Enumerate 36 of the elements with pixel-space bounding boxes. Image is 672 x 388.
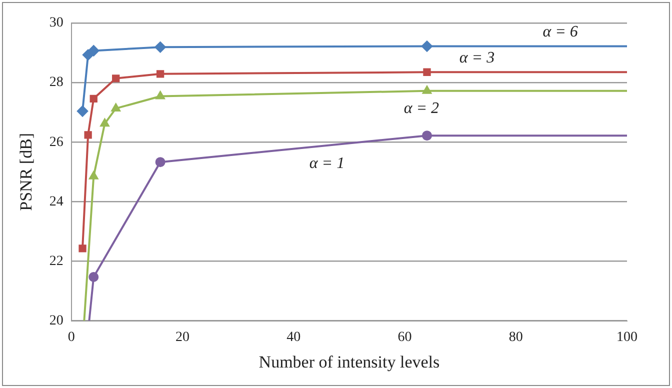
y-tick-label: 30 bbox=[49, 16, 64, 31]
point bbox=[77, 106, 88, 117]
y-tick-label: 28 bbox=[49, 75, 64, 90]
point bbox=[422, 86, 432, 94]
point bbox=[88, 272, 99, 282]
point bbox=[423, 68, 431, 76]
y-axis-title: PSNR [dB] bbox=[16, 132, 36, 211]
x-tick-label: 80 bbox=[508, 330, 523, 345]
point bbox=[422, 130, 432, 141]
point bbox=[112, 74, 120, 82]
point bbox=[78, 244, 86, 252]
y-tick-label: 22 bbox=[49, 254, 64, 269]
point bbox=[100, 118, 110, 127]
point bbox=[156, 91, 165, 100]
series-label: α = 6 bbox=[542, 23, 578, 40]
x-tick-label: 40 bbox=[286, 330, 301, 345]
x-tick-label: 0 bbox=[68, 330, 75, 345]
y-tick-label: 24 bbox=[49, 194, 64, 210]
point bbox=[111, 103, 120, 112]
y-tick-label: 20 bbox=[49, 313, 64, 328]
point bbox=[154, 42, 166, 53]
series-label: α = 2 bbox=[404, 100, 440, 118]
x-tick-label: 20 bbox=[176, 330, 190, 345]
point bbox=[88, 45, 100, 56]
y-tick-label: 26 bbox=[49, 134, 64, 150]
point bbox=[89, 171, 98, 180]
point bbox=[90, 94, 98, 102]
point bbox=[155, 157, 166, 168]
x-axis-title: Number of intensity levels bbox=[258, 352, 440, 372]
point bbox=[156, 70, 164, 78]
point bbox=[421, 40, 432, 52]
x-tick-label: 60 bbox=[398, 330, 412, 345]
series-label: α = 3 bbox=[459, 49, 495, 66]
point bbox=[84, 131, 92, 139]
series-label: α = 1 bbox=[309, 154, 345, 172]
x-tick-label: 100 bbox=[616, 330, 638, 345]
